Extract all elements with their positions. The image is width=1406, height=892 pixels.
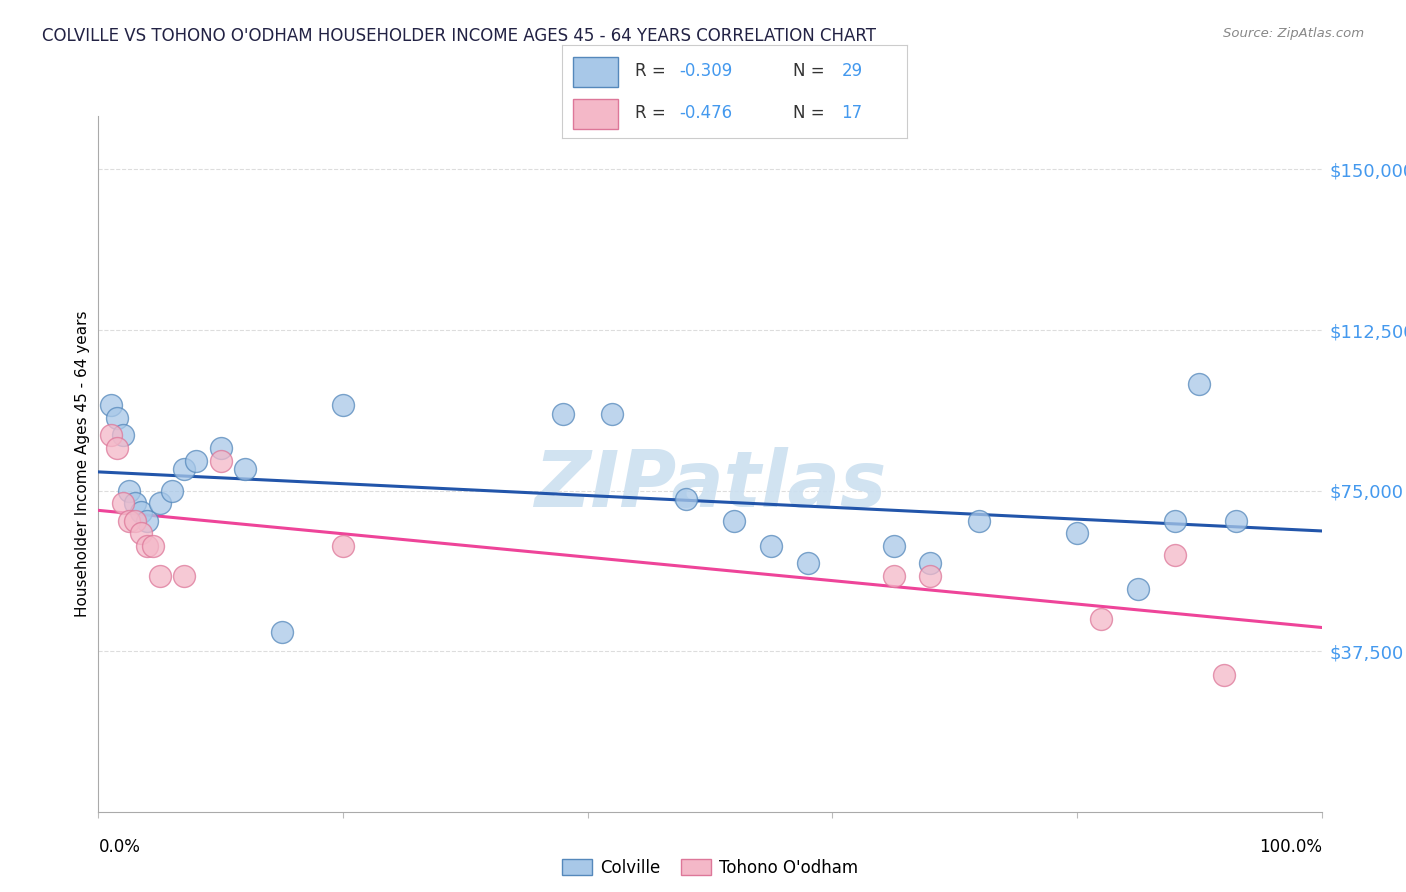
Point <box>797 557 820 571</box>
Point <box>1164 548 1187 562</box>
Point <box>1188 376 1211 391</box>
Point <box>967 514 990 528</box>
Text: -0.309: -0.309 <box>679 62 733 79</box>
Text: 0.0%: 0.0% <box>98 838 141 856</box>
Text: ZIPatlas: ZIPatlas <box>534 447 886 523</box>
Point <box>149 496 172 510</box>
Point <box>111 496 134 510</box>
Point <box>270 624 294 639</box>
Point <box>920 569 942 583</box>
Point <box>124 514 146 528</box>
Point <box>160 483 183 498</box>
Point <box>1212 667 1234 681</box>
Point <box>1128 582 1150 596</box>
Point <box>209 453 232 467</box>
FancyBboxPatch shape <box>572 99 617 129</box>
Point <box>136 514 159 528</box>
Point <box>111 428 134 442</box>
Point <box>1090 612 1112 626</box>
Point <box>1066 526 1088 541</box>
Point <box>1225 514 1247 528</box>
Point <box>100 398 122 412</box>
Text: 29: 29 <box>841 62 862 79</box>
Point <box>105 441 128 455</box>
Text: -0.476: -0.476 <box>679 104 733 122</box>
Point <box>129 505 152 519</box>
Text: N =: N = <box>793 104 830 122</box>
Point <box>149 569 172 583</box>
Point <box>124 496 146 510</box>
Point <box>105 410 128 425</box>
Point <box>136 539 159 553</box>
Text: COLVILLE VS TOHONO O'ODHAM HOUSEHOLDER INCOME AGES 45 - 64 YEARS CORRELATION CHA: COLVILLE VS TOHONO O'ODHAM HOUSEHOLDER I… <box>42 27 876 45</box>
Point <box>883 539 905 553</box>
Point <box>920 557 942 571</box>
Point <box>118 514 141 528</box>
FancyBboxPatch shape <box>572 57 617 87</box>
Point <box>1164 514 1187 528</box>
Point <box>675 492 697 507</box>
Point <box>332 398 354 412</box>
Y-axis label: Householder Income Ages 45 - 64 years: Householder Income Ages 45 - 64 years <box>75 310 90 617</box>
Point <box>600 407 623 421</box>
Point <box>761 539 783 553</box>
Legend: Colville, Tohono O'odham: Colville, Tohono O'odham <box>555 852 865 883</box>
Point <box>186 453 208 467</box>
Text: N =: N = <box>793 62 830 79</box>
Text: R =: R = <box>634 62 671 79</box>
Text: Source: ZipAtlas.com: Source: ZipAtlas.com <box>1223 27 1364 40</box>
Text: R =: R = <box>634 104 671 122</box>
Point <box>332 539 354 553</box>
Text: 17: 17 <box>841 104 862 122</box>
Point <box>209 441 232 455</box>
Point <box>553 407 575 421</box>
Point <box>100 428 122 442</box>
Point <box>173 462 195 476</box>
Text: 100.0%: 100.0% <box>1258 838 1322 856</box>
Point <box>142 539 165 553</box>
Point <box>118 483 141 498</box>
Point <box>723 514 745 528</box>
Point <box>883 569 905 583</box>
Point <box>129 526 152 541</box>
Point <box>233 462 256 476</box>
Point <box>173 569 195 583</box>
